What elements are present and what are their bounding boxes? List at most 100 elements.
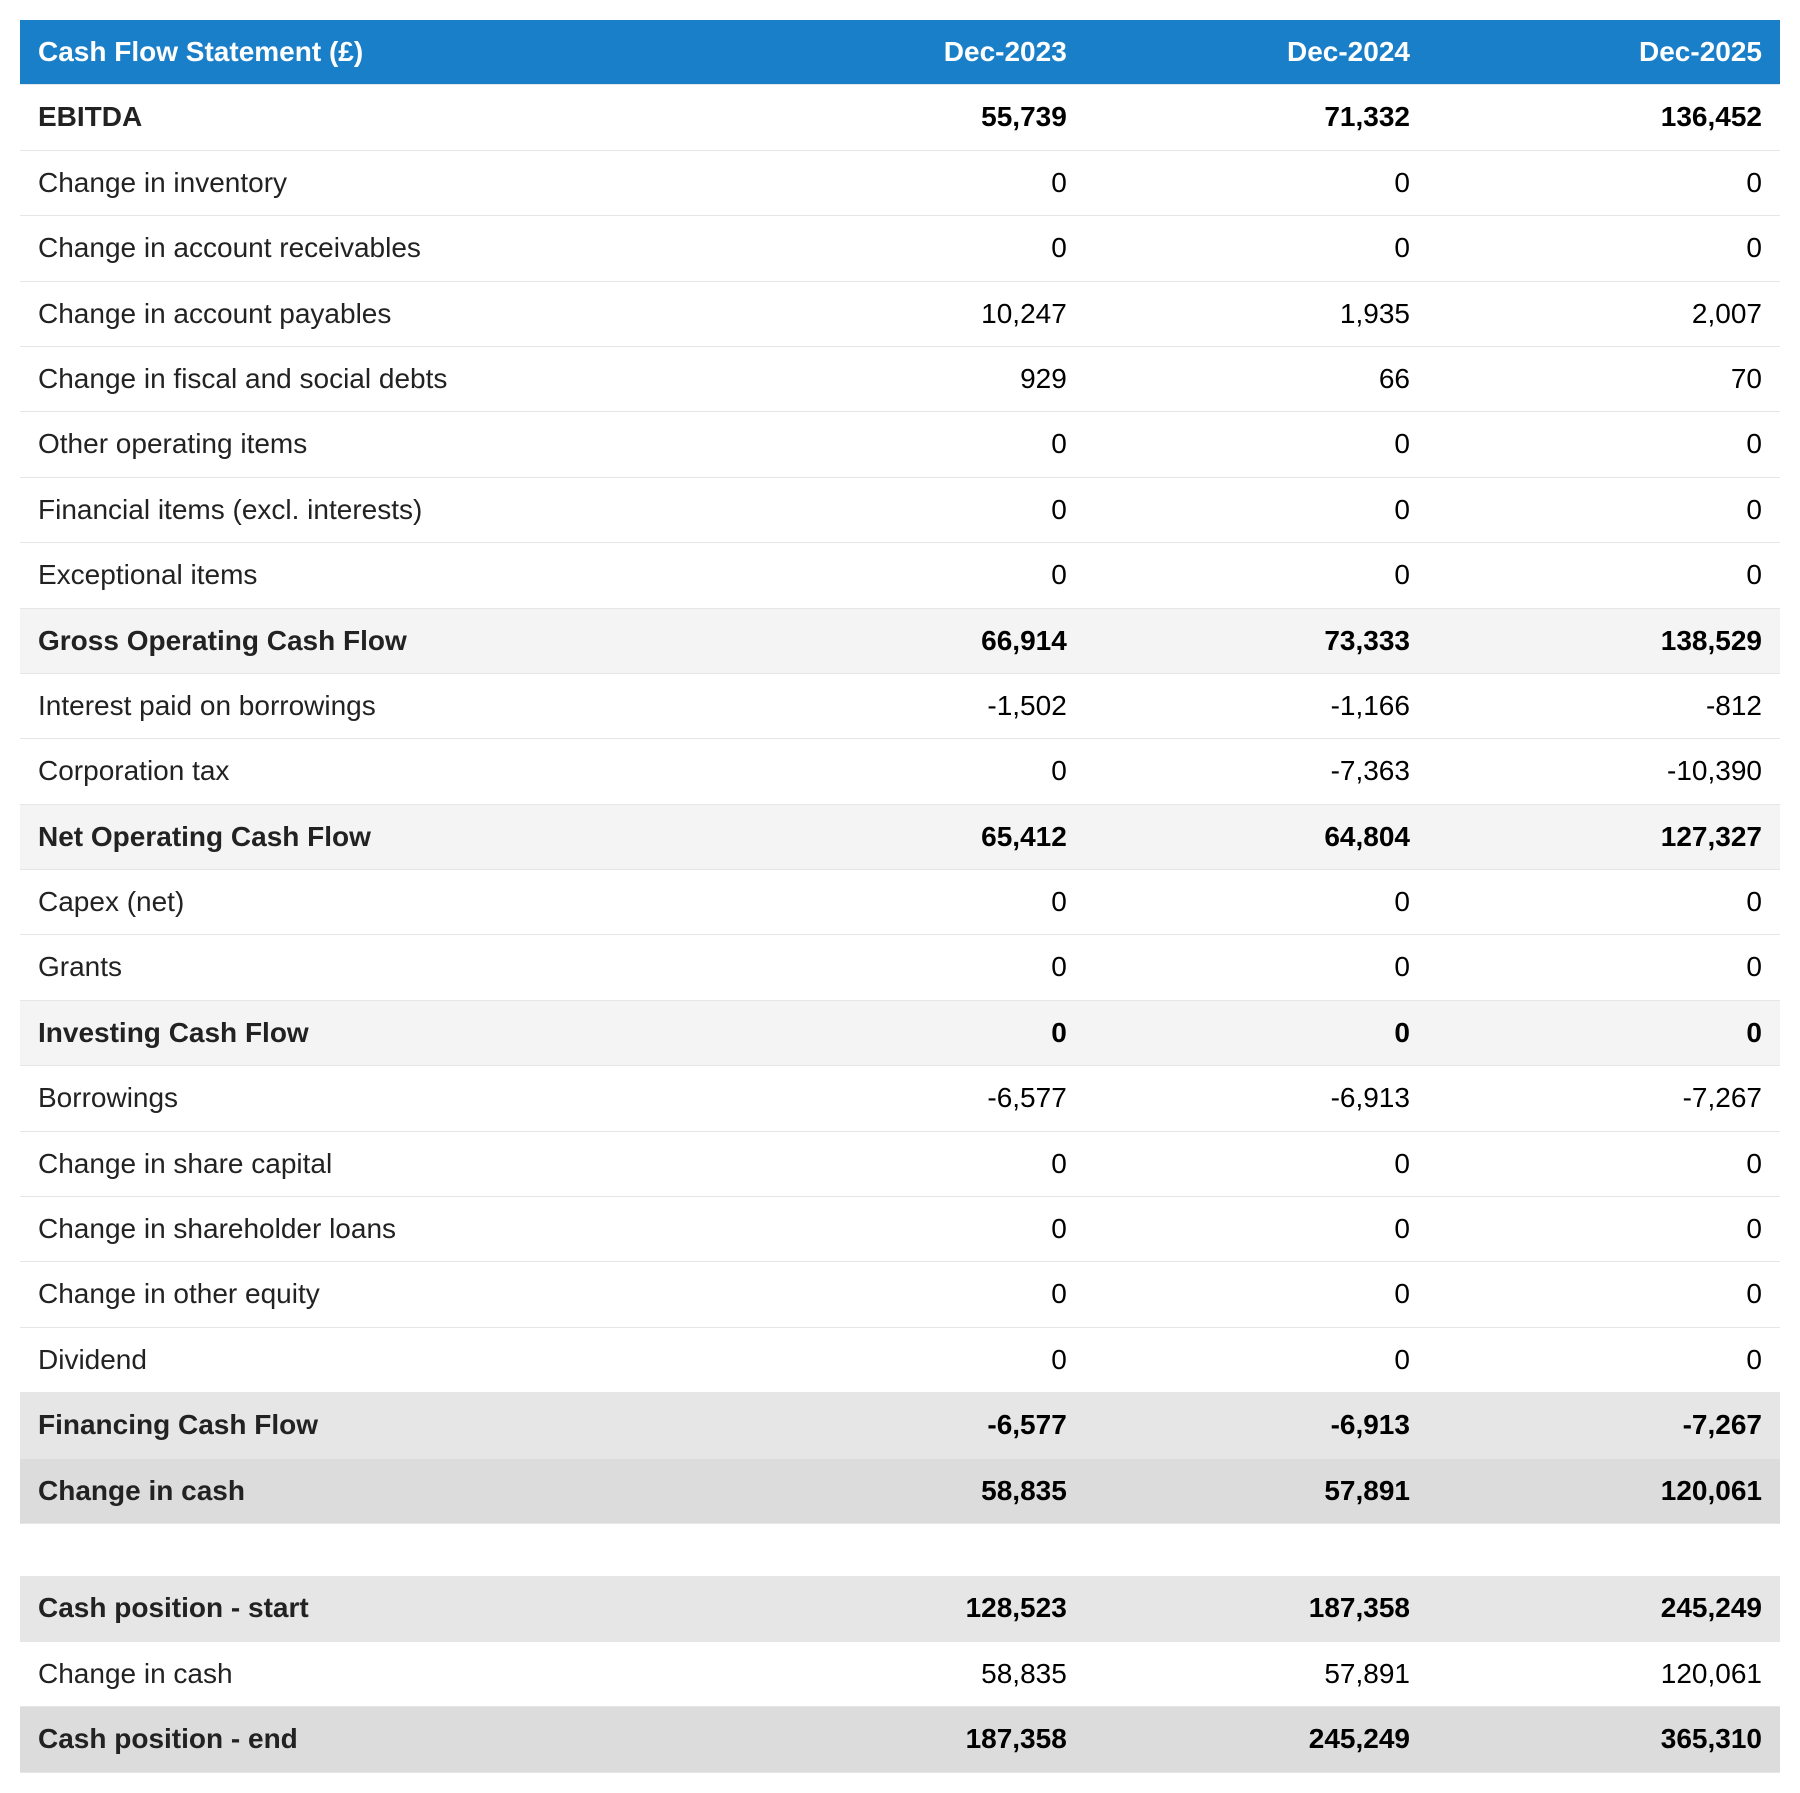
row-label: Change in inventory [20,150,742,215]
row-value: -6,577 [742,1393,1085,1458]
col-header-period-1: Dec-2023 [742,20,1085,85]
table-row: Borrowings-6,577-6,913-7,267 [20,1066,1780,1131]
row-value: 0 [742,739,1085,804]
row-value: 245,249 [1085,1707,1428,1772]
row-label: Change in share capital [20,1131,742,1196]
row-value: 0 [742,477,1085,542]
table-row: Exceptional items000 [20,543,1780,608]
row-value: 0 [1085,870,1428,935]
table-row: Interest paid on borrowings-1,502-1,166-… [20,673,1780,738]
row-value: 0 [1428,870,1780,935]
table-row: Change in other equity000 [20,1262,1780,1327]
row-value: 66,914 [742,608,1085,673]
financial-table: Cash Flow Statement (£) Dec-2023 Dec-202… [20,20,1780,1773]
row-value: 57,891 [1085,1458,1428,1523]
table-row: Financing Cash Flow-6,577-6,913-7,267 [20,1393,1780,1458]
row-value: 0 [1085,1000,1428,1065]
table-row: Investing Cash Flow000 [20,1000,1780,1065]
row-value: 66 [1085,346,1428,411]
row-value: 0 [1428,1000,1780,1065]
row-value: 0 [1428,1262,1780,1327]
row-value: 0 [1085,412,1428,477]
row-value: 0 [1085,1197,1428,1262]
row-value: 0 [1428,1131,1780,1196]
row-value: 0 [1428,1197,1780,1262]
table-row: Change in account receivables000 [20,216,1780,281]
row-value: 0 [742,1262,1085,1327]
row-label: Borrowings [20,1066,742,1131]
row-value: 10,247 [742,281,1085,346]
row-value: 138,529 [1428,608,1780,673]
row-value: 0 [742,1131,1085,1196]
row-label: Change in fiscal and social debts [20,346,742,411]
row-value: 0 [742,1327,1085,1392]
row-value: 0 [1428,477,1780,542]
row-label: Change in other equity [20,1262,742,1327]
table-row: Change in inventory000 [20,150,1780,215]
col-header-period-3: Dec-2025 [1428,20,1780,85]
table-row [20,1523,1780,1576]
row-value: 58,835 [742,1641,1085,1706]
row-value: 0 [742,935,1085,1000]
row-label: Gross Operating Cash Flow [20,608,742,673]
row-value: 0 [1085,477,1428,542]
row-value: 128,523 [742,1576,1085,1641]
row-value: 0 [1085,216,1428,281]
row-value: 0 [1085,935,1428,1000]
row-label: Dividend [20,1327,742,1392]
row-label: Cash position - start [20,1576,742,1641]
table-header-row: Cash Flow Statement (£) Dec-2023 Dec-202… [20,20,1780,85]
table-row: Corporation tax0-7,363-10,390 [20,739,1780,804]
row-value: 0 [742,870,1085,935]
row-value: 0 [742,150,1085,215]
row-value: 0 [742,543,1085,608]
row-value: -6,577 [742,1066,1085,1131]
table-row: Capex (net)000 [20,870,1780,935]
table-row: EBITDA55,73971,332136,452 [20,85,1780,150]
row-label: Change in account receivables [20,216,742,281]
row-value: 55,739 [742,85,1085,150]
row-value: 127,327 [1428,804,1780,869]
row-value: 0 [1428,1327,1780,1392]
col-header-period-2: Dec-2024 [1085,20,1428,85]
row-value: 120,061 [1428,1641,1780,1706]
row-value: -6,913 [1085,1066,1428,1131]
row-value: 0 [1428,216,1780,281]
table-row: Gross Operating Cash Flow66,91473,333138… [20,608,1780,673]
row-label: Capex (net) [20,870,742,935]
row-label: Cash position - end [20,1707,742,1772]
row-label: Grants [20,935,742,1000]
row-value: 0 [1428,543,1780,608]
row-value: 0 [1085,543,1428,608]
row-value: 2,007 [1428,281,1780,346]
row-value: 0 [1085,150,1428,215]
row-value: 1,935 [1085,281,1428,346]
spacer-cell [20,1523,1780,1576]
row-value: 187,358 [1085,1576,1428,1641]
row-value: 0 [742,412,1085,477]
row-value: -7,363 [1085,739,1428,804]
row-label: Net Operating Cash Flow [20,804,742,869]
row-value: -7,267 [1428,1066,1780,1131]
row-value: 0 [742,1000,1085,1065]
table-body: EBITDA55,73971,332136,452Change in inven… [20,85,1780,1772]
row-label: Investing Cash Flow [20,1000,742,1065]
row-value: 0 [742,1197,1085,1262]
table-row: Grants000 [20,935,1780,1000]
col-header-label: Cash Flow Statement (£) [20,20,742,85]
row-value: -7,267 [1428,1393,1780,1458]
table-row: Net Operating Cash Flow65,41264,804127,3… [20,804,1780,869]
row-value: 0 [1428,935,1780,1000]
row-label: Interest paid on borrowings [20,673,742,738]
row-label: Exceptional items [20,543,742,608]
table-row: Cash position - end187,358245,249365,310 [20,1707,1780,1772]
row-value: 0 [1085,1262,1428,1327]
row-label: Financing Cash Flow [20,1393,742,1458]
row-value: 0 [742,216,1085,281]
row-label: Change in shareholder loans [20,1197,742,1262]
table-row: Financial items (excl. interests)000 [20,477,1780,542]
table-row: Change in account payables10,2471,9352,0… [20,281,1780,346]
table-row: Change in fiscal and social debts9296670 [20,346,1780,411]
row-value: 365,310 [1428,1707,1780,1772]
row-value: 120,061 [1428,1458,1780,1523]
